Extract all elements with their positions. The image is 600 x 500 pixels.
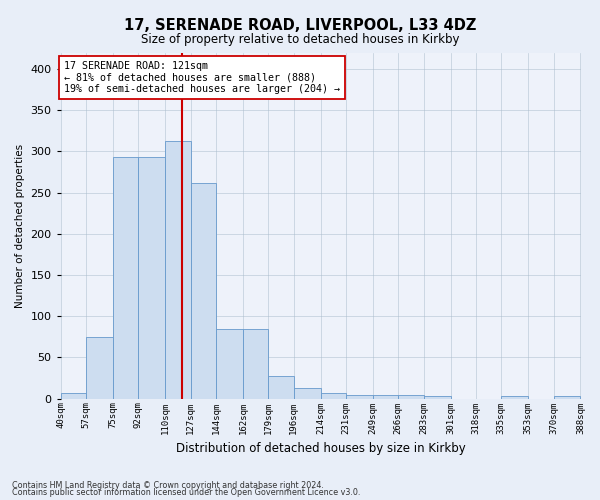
- Text: Contains HM Land Registry data © Crown copyright and database right 2024.: Contains HM Land Registry data © Crown c…: [12, 480, 324, 490]
- Bar: [61, 393, 86, 398]
- Text: 17, SERENADE ROAD, LIVERPOOL, L33 4DZ: 17, SERENADE ROAD, LIVERPOOL, L33 4DZ: [124, 18, 476, 32]
- Text: Contains public sector information licensed under the Open Government Licence v3: Contains public sector information licen…: [12, 488, 361, 497]
- Bar: [216, 328, 243, 398]
- Bar: [294, 388, 320, 398]
- Bar: [398, 396, 424, 398]
- X-axis label: Distribution of detached houses by size in Kirkby: Distribution of detached houses by size …: [176, 442, 466, 455]
- Bar: [191, 182, 216, 398]
- Bar: [165, 140, 191, 398]
- Bar: [86, 337, 113, 398]
- Text: 17 SERENADE ROAD: 121sqm
← 81% of detached houses are smaller (888)
19% of semi-: 17 SERENADE ROAD: 121sqm ← 81% of detach…: [64, 60, 340, 94]
- Bar: [320, 393, 346, 398]
- Text: Size of property relative to detached houses in Kirkby: Size of property relative to detached ho…: [141, 32, 459, 46]
- Y-axis label: Number of detached properties: Number of detached properties: [15, 144, 25, 308]
- Bar: [139, 157, 165, 398]
- Bar: [268, 376, 294, 398]
- Bar: [243, 328, 268, 398]
- Bar: [502, 396, 528, 398]
- Bar: [346, 396, 373, 398]
- Bar: [424, 396, 451, 398]
- Bar: [554, 396, 580, 398]
- Bar: [113, 157, 139, 398]
- Bar: [373, 396, 398, 398]
